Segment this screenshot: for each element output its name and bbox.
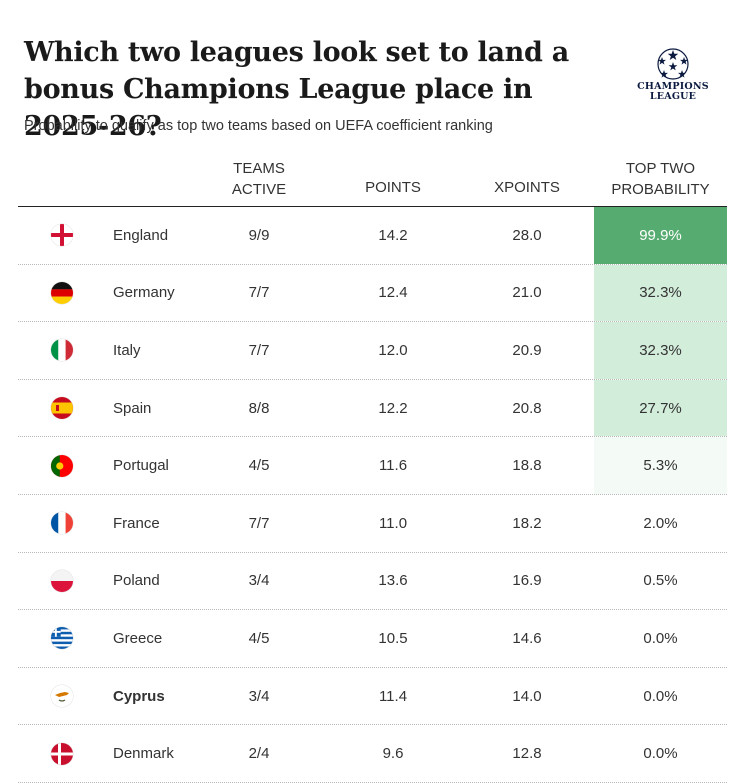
xpoints-value: 18.8: [512, 457, 542, 475]
xpoints-value: 20.9: [512, 341, 542, 359]
xpoints-value: 12.8: [512, 745, 542, 763]
header-divider: [18, 206, 727, 207]
points-value: 10.5: [378, 629, 408, 647]
probability-value: 32.3%: [594, 264, 727, 322]
header-teams-active-line2: ACTIVE: [231, 181, 287, 198]
table-row: Greece 4/5 10.5 14.6 0.0%: [18, 610, 727, 668]
header-probability: TOP TWO PROBABILITY: [594, 152, 727, 206]
flag-cell: [48, 495, 76, 552]
header-points-label: POINTS: [365, 178, 421, 196]
header-teams-active: TEAMS ACTIVE: [214, 152, 304, 206]
probability-value: 2.0%: [643, 514, 678, 532]
header-probability-line1: TOP TWO: [625, 160, 696, 177]
header-xpoints-label: XPOINTS: [494, 178, 560, 196]
chart-subtitle: Probability to qualify as top two teams …: [24, 118, 493, 134]
probability-value: 0.0%: [643, 745, 678, 763]
flag-cell: [48, 265, 76, 322]
flag-cell: [48, 610, 76, 667]
header-teams-active-line1: TEAMS: [233, 160, 285, 177]
teams-active-value: 8/8: [248, 399, 270, 417]
country-name: Denmark: [113, 745, 174, 763]
table-row: Poland 3/4 13.6 16.9 0.5%: [18, 553, 727, 611]
country-name: Portugal: [113, 457, 169, 475]
greece-flag-icon: [51, 627, 73, 650]
points-value: 13.6: [378, 572, 408, 590]
xpoints-value: 20.8: [512, 399, 542, 417]
points-value: 12.2: [378, 399, 408, 417]
table-body: England 9/9 14.2 28.0 99.9% Germany 7/7 …: [18, 207, 727, 783]
country-name: Spain: [113, 399, 152, 417]
flag-cell: [48, 380, 76, 437]
header-xpoints: XPOINTS: [482, 152, 572, 206]
points-value: 11.4: [378, 687, 408, 705]
country-name: Cyprus: [113, 687, 165, 705]
teams-active-value: 4/5: [248, 629, 270, 647]
flag-cell: [48, 668, 76, 725]
header-probability-line2: PROBABILITY: [611, 181, 710, 198]
teams-active-value: 9/9: [248, 226, 270, 244]
country-name: England: [113, 226, 169, 244]
probability-value: 27.7%: [594, 379, 727, 437]
flag-cell: [48, 322, 76, 379]
header-points: POINTS: [348, 152, 438, 206]
star-ball-icon: [657, 48, 689, 80]
cyprus-flag-icon: [51, 685, 73, 708]
italy-flag-icon: [51, 339, 73, 362]
spain-flag-icon: [51, 397, 73, 420]
logo-line-2: LEAGUE: [649, 91, 697, 102]
teams-active-value: 2/4: [248, 745, 270, 763]
flag-cell: [48, 437, 76, 494]
teams-active-value: 7/7: [248, 284, 270, 302]
germany-flag-icon: [51, 281, 73, 304]
points-value: 14.2: [378, 226, 408, 244]
england-flag-icon: [51, 224, 73, 247]
probability-value: 32.3%: [594, 322, 727, 379]
teams-active-value: 4/5: [248, 457, 270, 475]
teams-active-value: 7/7: [248, 514, 270, 532]
points-value: 12.0: [378, 341, 408, 359]
xpoints-value: 21.0: [512, 284, 542, 302]
table-header: TEAMS ACTIVE POINTS XPOINTS TOP TWO PROB…: [18, 152, 727, 206]
poland-flag-icon: [51, 569, 73, 592]
teams-active-value: 3/4: [248, 572, 270, 590]
country-name: Germany: [113, 284, 175, 302]
teams-active-value: 3/4: [248, 687, 270, 705]
probability-value: 5.3%: [594, 437, 727, 494]
country-name: France: [113, 514, 160, 532]
champions-league-logo: CHAMPIONS LEAGUE: [632, 46, 714, 122]
flag-cell: [48, 725, 76, 782]
country-name: Greece: [113, 629, 163, 647]
table-row: England 9/9 14.2 28.0 99.9%: [18, 207, 727, 265]
probability-value: 0.5%: [643, 572, 678, 590]
table-row: Italy 7/7 12.0 20.9 32.3%: [18, 322, 727, 380]
table-row: France 7/7 11.0 18.2 2.0%: [18, 495, 727, 553]
points-value: 11.6: [378, 457, 408, 475]
teams-active-value: 7/7: [248, 341, 270, 359]
xpoints-value: 14.0: [512, 687, 542, 705]
table-row: Portugal 4/5 11.6 18.8 5.3%: [18, 437, 727, 495]
points-value: 11.0: [378, 514, 408, 532]
table-row: Cyprus 3/4 11.4 14.0 0.0%: [18, 668, 727, 726]
points-value: 9.6: [382, 745, 404, 763]
points-value: 12.4: [378, 284, 408, 302]
table-row: Spain 8/8 12.2 20.8 27.7%: [18, 379, 727, 438]
probability-value: 0.0%: [643, 687, 678, 705]
flag-cell: [48, 207, 76, 264]
xpoints-value: 16.9: [512, 572, 542, 590]
table-row: Denmark 2/4 9.6 12.8 0.0%: [18, 725, 727, 783]
logo-line-1: CHAMPIONS: [637, 81, 709, 92]
probability-value: 0.0%: [643, 629, 678, 647]
xpoints-value: 28.0: [512, 226, 542, 244]
xpoints-value: 18.2: [512, 514, 542, 532]
country-name: Italy: [113, 341, 141, 359]
xpoints-value: 14.6: [512, 629, 542, 647]
flag-cell: [48, 553, 76, 610]
chart-title: Which two leagues look set to land a bon…: [24, 37, 569, 142]
probability-value: 99.9%: [594, 207, 727, 264]
country-name: Poland: [113, 572, 160, 590]
portugal-flag-icon: [51, 454, 73, 477]
france-flag-icon: [51, 512, 73, 535]
table-row: Germany 7/7 12.4 21.0 32.3%: [18, 264, 727, 323]
denmark-flag-icon: [51, 742, 73, 765]
